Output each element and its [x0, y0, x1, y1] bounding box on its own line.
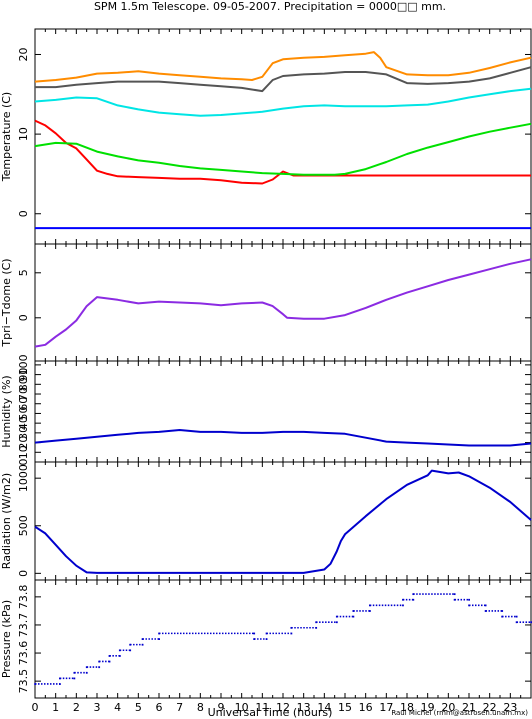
- panel-frame: [34, 579, 532, 699]
- series-line-5: [34, 122, 532, 176]
- x-tick-label: 4: [114, 701, 121, 714]
- x-tick-label: 11: [255, 701, 269, 714]
- y-tick-label: 50: [17, 406, 30, 420]
- x-tick-label: 14: [317, 701, 331, 714]
- x-tick-label: 23: [503, 701, 517, 714]
- series-line-3: [34, 87, 532, 117]
- credit-text: Raul Michel (rmm@astrosen.unam.mx): [391, 709, 528, 717]
- y-axis-label: Tpri−Tdome (C): [0, 258, 13, 347]
- y-tick-label: 73.8: [17, 585, 30, 610]
- x-tick-label: 9: [218, 701, 225, 714]
- data-point: [335, 621, 338, 624]
- y-tick-label: 0: [17, 459, 30, 466]
- x-tick-label: 12: [276, 701, 290, 714]
- y-axis-label: Radiation (W/m2): [0, 473, 13, 569]
- y-axis-label: Pressure (kPa): [0, 600, 13, 678]
- panel-frame: [34, 28, 532, 245]
- x-tick-label: 10: [235, 701, 249, 714]
- y-tick-label: 60: [17, 397, 30, 411]
- data-point: [253, 632, 256, 635]
- y-tick-label: 70: [17, 387, 30, 401]
- data-point: [352, 615, 355, 618]
- y-axis-label: Humidity (%): [0, 375, 13, 447]
- data-point: [118, 655, 121, 657]
- y-axis-label: Temperature (C): [0, 92, 13, 182]
- data-point: [158, 638, 160, 640]
- data-point: [141, 643, 144, 646]
- y-tick-label: 10: [17, 445, 30, 459]
- data-point: [402, 604, 404, 607]
- data-point: [129, 649, 132, 652]
- y-tick-label: 30: [17, 426, 30, 440]
- figure-title: SPM 1.5m Telescope. 09-05-2007. Precipit…: [94, 0, 446, 13]
- y-tick-label: 20: [17, 436, 30, 450]
- y-tick-label: 73.6: [17, 641, 30, 666]
- data-point: [85, 671, 88, 674]
- x-tick-label: 22: [483, 701, 497, 714]
- data-point: [73, 677, 76, 680]
- y-tick-label: 73.7: [17, 613, 30, 638]
- series-line-2: [35, 66, 532, 93]
- x-tick-label: 16: [359, 701, 373, 714]
- y-tick-label: 40: [17, 416, 30, 430]
- data-point: [515, 615, 518, 618]
- x-tick-label: 21: [462, 701, 476, 714]
- x-axis-label: Universal Time (hours): [208, 706, 333, 719]
- y-tick-label: 90: [17, 368, 30, 382]
- data-point: [412, 598, 415, 601]
- series-line-1: [34, 469, 532, 574]
- y-tick-label: 0: [17, 570, 30, 577]
- y-tick-label: 1000: [17, 464, 30, 492]
- panel-frame: [34, 360, 532, 463]
- data-point: [59, 683, 61, 685]
- data-point: [468, 598, 470, 601]
- x-tick-label: 8: [197, 701, 204, 714]
- x-tick-label: 18: [400, 701, 414, 714]
- data-point: [501, 610, 504, 612]
- y-tick-label: 80: [17, 377, 30, 391]
- series-line-1: [34, 429, 532, 447]
- x-tick-label: 20: [441, 701, 455, 714]
- x-tick-label: 6: [156, 701, 163, 714]
- x-tick-label: 3: [94, 701, 101, 714]
- series-line-4: [34, 119, 531, 185]
- x-tick-label: 0: [32, 701, 39, 714]
- y-tick-label: 20: [17, 47, 30, 61]
- panel-4: 0 500 1000 Radiation (W/m2): [0, 461, 532, 581]
- y-tick-label: 5: [17, 269, 30, 276]
- x-tick-label: 7: [176, 701, 183, 714]
- x-tick-label: 2: [73, 701, 80, 714]
- x-tick-label: 19: [421, 701, 435, 714]
- data-point: [484, 604, 487, 607]
- y-tick-label: 73.5: [17, 669, 30, 694]
- x-tick-label: 1: [52, 701, 59, 714]
- data-point: [530, 621, 532, 624]
- x-tick-label: 15: [338, 701, 352, 714]
- y-tick-label: 500: [17, 515, 30, 536]
- x-tick-label: 13: [297, 701, 311, 714]
- panel-frame: [34, 461, 532, 581]
- panel-frame: [34, 243, 532, 362]
- data-point: [369, 610, 371, 612]
- series-line-1: [34, 258, 532, 348]
- data-point: [98, 666, 101, 669]
- y-tick-label: 0: [17, 210, 30, 217]
- y-tick-label: 10: [17, 127, 30, 141]
- data-point: [315, 626, 318, 629]
- data-point: [265, 638, 268, 640]
- data-point: [453, 593, 456, 596]
- x-tick-label: 17: [379, 701, 393, 714]
- panel-5: 73.5 73.6 73.7 73.8 Pressure (kPa): [0, 579, 532, 699]
- panel-2: 0 5 Tpri−Tdome (C): [0, 243, 532, 362]
- y-tick-label: 100: [17, 354, 30, 375]
- data-point: [108, 660, 111, 663]
- x-tick-label: 5: [135, 701, 142, 714]
- panel-1: 0 10 20 Temperature (C): [0, 28, 532, 245]
- y-tick-label: 0: [17, 314, 30, 321]
- data-point: [290, 632, 293, 635]
- series-line-1: [34, 51, 532, 83]
